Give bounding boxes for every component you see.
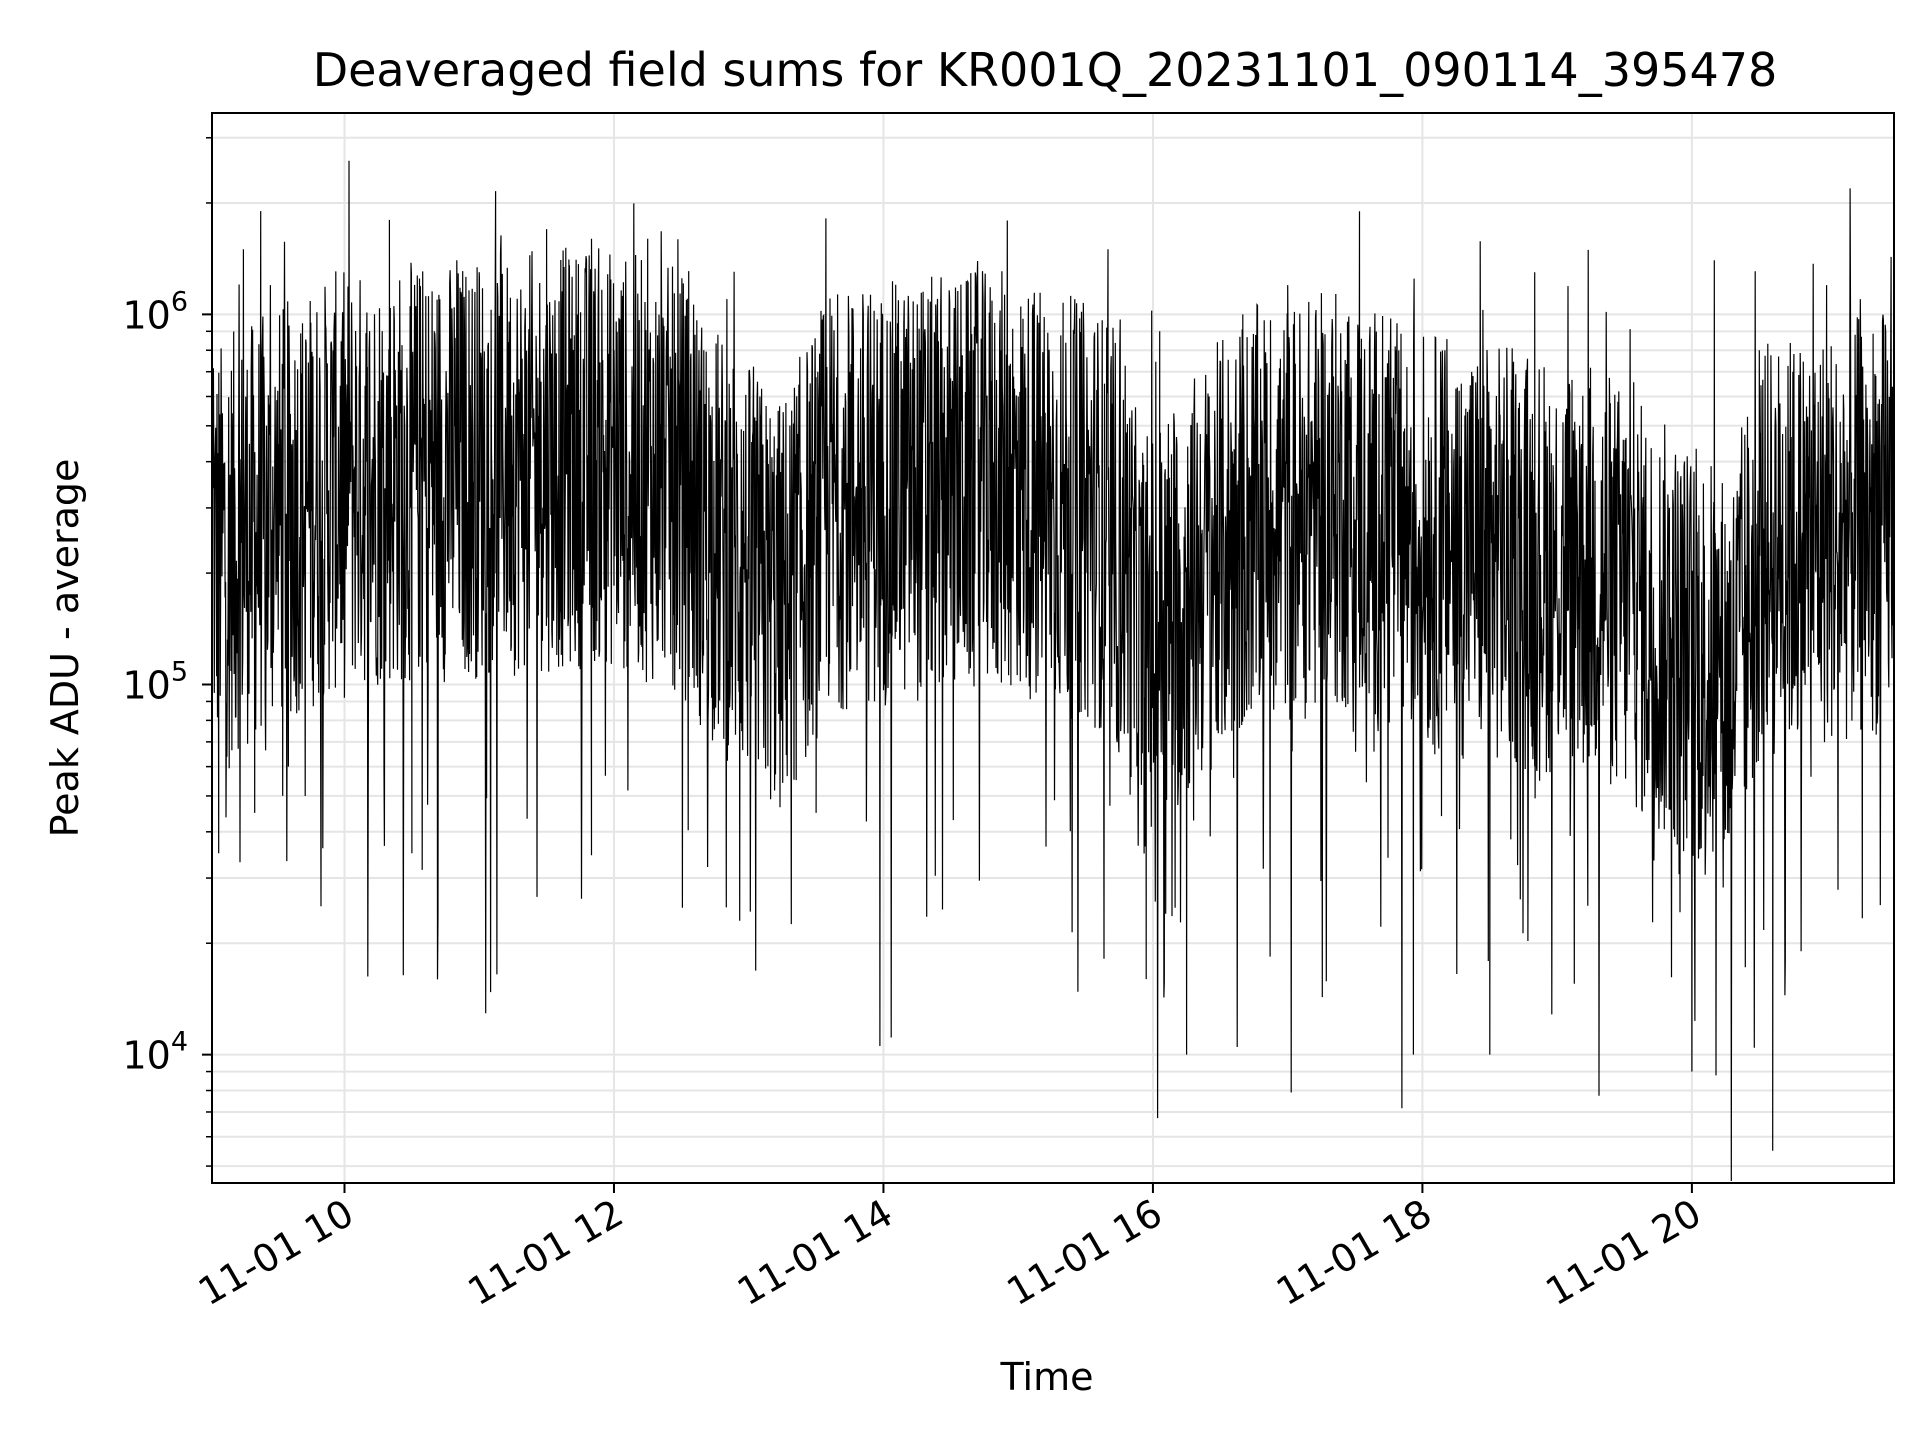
y-tick-exponent: 4 [171, 1027, 188, 1058]
y-tick-exponent: 6 [171, 286, 188, 317]
chart-title: Deaveraged field sums for KR001Q_2023110… [313, 43, 1778, 97]
y-tick-label: 104 [122, 1027, 188, 1078]
y-tick-label: 106 [122, 286, 188, 337]
y-tick-base: 10 [122, 1034, 170, 1078]
y-axis-label: Peak ADU - average [43, 459, 87, 838]
plot-frame [211, 112, 1895, 1184]
y-tick-base: 10 [122, 293, 170, 337]
series-line [211, 160, 1894, 1182]
y-tick-label: 105 [122, 657, 188, 708]
x-axis-label: Time [1000, 1355, 1094, 1399]
data-series-line [211, 160, 1894, 1182]
y-tick-base: 10 [122, 664, 170, 708]
y-tick-exponent: 5 [171, 657, 188, 688]
